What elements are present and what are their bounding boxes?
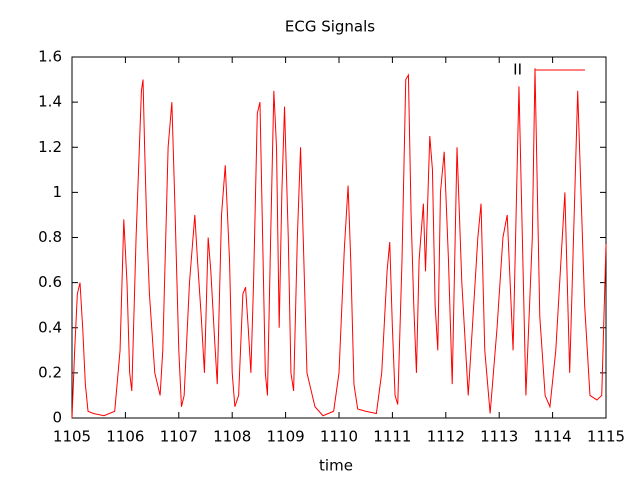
- y-tick-label: 0.6: [38, 273, 62, 291]
- x-tick-label: 1111: [373, 428, 411, 446]
- y-tick-label: 0.8: [38, 228, 62, 246]
- x-tick-label: 1113: [480, 428, 518, 446]
- x-axis-label: time: [319, 457, 353, 475]
- x-tick-label: 1115: [587, 428, 625, 446]
- x-tick-label: 1108: [213, 428, 251, 446]
- x-tick-label: 1110: [320, 428, 358, 446]
- x-tick-label: 1114: [534, 428, 572, 446]
- y-tick-label: 0: [52, 409, 62, 427]
- legend-label: II: [513, 61, 522, 79]
- y-tick-label: 1.2: [38, 138, 62, 156]
- x-tick-label: 1107: [160, 428, 198, 446]
- chart-title: ECG Signals: [285, 18, 375, 36]
- x-tick-label: 1112: [427, 428, 465, 446]
- y-tick-label: 1.6: [38, 48, 62, 66]
- y-tick-label: 0.2: [38, 363, 62, 381]
- y-tick-label: 1.4: [38, 93, 62, 111]
- line-series: [71, 68, 607, 419]
- x-tick-label: 1109: [267, 428, 305, 446]
- x-tick-label: 1105: [53, 428, 91, 446]
- y-tick-label: 1: [52, 183, 62, 201]
- x-tick-label: 1106: [106, 428, 144, 446]
- y-tick-label: 0.4: [38, 318, 62, 336]
